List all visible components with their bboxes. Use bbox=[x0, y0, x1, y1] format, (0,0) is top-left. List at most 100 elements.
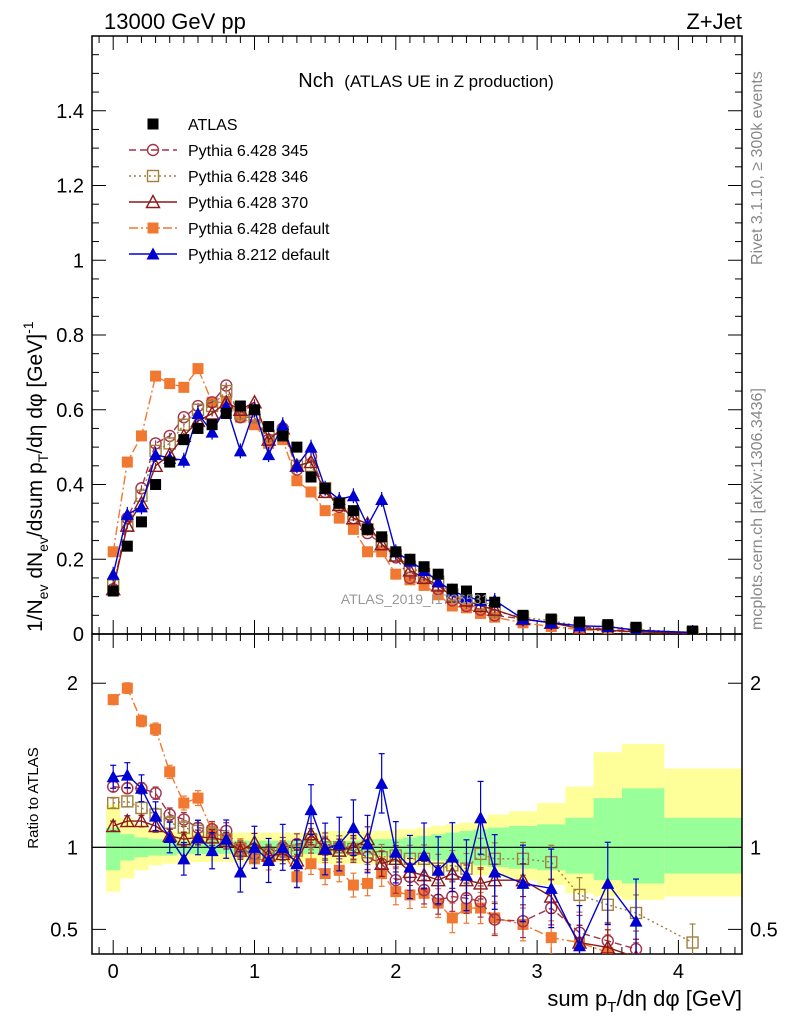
ratio-point bbox=[177, 852, 191, 865]
data-point bbox=[249, 419, 260, 431]
data-point bbox=[120, 507, 134, 520]
header-left: 13000 GeV pp bbox=[104, 9, 246, 34]
data-point bbox=[304, 440, 318, 453]
legend-label: ATLAS bbox=[188, 117, 238, 134]
band-stat-32 bbox=[621, 788, 665, 884]
ratio-point bbox=[248, 840, 261, 853]
ratio-point bbox=[147, 818, 164, 833]
ratio-point bbox=[149, 809, 163, 822]
data-point bbox=[333, 512, 345, 524]
ratio-tick-label-right: 2 bbox=[750, 673, 761, 695]
data-point bbox=[150, 479, 162, 490]
data-point bbox=[106, 567, 120, 580]
data-point bbox=[260, 431, 277, 446]
data-point bbox=[263, 421, 275, 433]
ratio-point bbox=[107, 694, 119, 706]
data-point bbox=[121, 540, 133, 552]
data-point bbox=[362, 523, 374, 535]
data-point bbox=[319, 505, 331, 517]
band-stat-0 bbox=[106, 827, 121, 871]
ratio-point bbox=[318, 842, 332, 855]
ratio-point bbox=[305, 858, 317, 870]
y-tick-label-main: 0.8 bbox=[56, 325, 84, 347]
legend-label: Pythia 6.428 370 bbox=[188, 195, 308, 212]
data-point bbox=[205, 425, 219, 438]
y-tick-label-main: 1.4 bbox=[56, 101, 84, 123]
data-point bbox=[204, 405, 220, 420]
ratio-point bbox=[150, 723, 162, 735]
ratio-point bbox=[573, 888, 586, 902]
data-point bbox=[545, 613, 557, 625]
data-point bbox=[390, 546, 402, 558]
data-point bbox=[345, 510, 362, 525]
data-point bbox=[418, 561, 430, 573]
data-point bbox=[418, 579, 430, 591]
data-point bbox=[376, 546, 388, 558]
data-point bbox=[262, 448, 276, 461]
data-point bbox=[164, 378, 176, 390]
ratio-point bbox=[488, 913, 501, 926]
data-point bbox=[489, 596, 501, 608]
data-point bbox=[460, 585, 472, 597]
y-tick-label-main: 0 bbox=[73, 624, 84, 646]
ratio-point bbox=[362, 877, 374, 889]
legend: ATLAS Pythia 6.428 345 Pythia 6.428 346 Pyt… bbox=[129, 117, 330, 264]
data-point bbox=[191, 406, 205, 419]
band-stat-33 bbox=[664, 817, 742, 874]
ratio-point bbox=[629, 914, 643, 927]
data-point bbox=[475, 607, 487, 619]
data-point bbox=[362, 546, 374, 558]
series-ratio-5 bbox=[106, 753, 643, 954]
y-tick-label-main: 1.2 bbox=[56, 176, 84, 198]
analysis-watermark: ATLAS_2019_I1736531 bbox=[341, 591, 490, 607]
ratio-point bbox=[686, 936, 699, 949]
data-point bbox=[687, 625, 699, 634]
data-point bbox=[277, 430, 289, 442]
series-main-0 bbox=[107, 400, 699, 634]
ratio-point bbox=[417, 849, 431, 862]
data-point bbox=[376, 531, 388, 543]
ratio-point bbox=[459, 868, 473, 881]
y-tick-label-main: 0.2 bbox=[56, 549, 84, 571]
ratio-tick-label-right: 0.5 bbox=[750, 919, 778, 941]
ratio-point bbox=[120, 768, 134, 781]
ratio-point bbox=[304, 803, 318, 816]
legend-entry-2: Pythia 6.428 346 bbox=[129, 169, 308, 186]
ratio-point bbox=[191, 830, 205, 843]
legend-entry-3: Pythia 6.428 370 bbox=[129, 194, 308, 212]
data-point bbox=[263, 437, 275, 449]
ratio-point bbox=[219, 832, 233, 845]
legend-marker bbox=[146, 143, 160, 157]
data-point bbox=[149, 448, 163, 461]
data-point bbox=[134, 500, 148, 513]
data-point bbox=[192, 422, 204, 434]
legend-marker bbox=[147, 222, 159, 234]
y-axis-label-ratio: Ratio to ATLAS bbox=[25, 747, 42, 848]
data-point bbox=[276, 418, 290, 431]
ratio-point bbox=[573, 939, 586, 952]
ratio-point bbox=[149, 786, 162, 800]
data-point bbox=[475, 592, 487, 604]
data-point bbox=[291, 441, 303, 453]
data-point bbox=[303, 454, 319, 469]
legend-marker bbox=[145, 194, 161, 209]
data-point bbox=[390, 568, 402, 580]
x-tick-label: 1 bbox=[249, 961, 260, 983]
ratio-point bbox=[135, 715, 147, 727]
ratio-point bbox=[105, 818, 121, 833]
data-point bbox=[135, 430, 147, 442]
ratio-tick-label-left: 1 bbox=[67, 837, 78, 859]
plot-title: Nch (ATLAS UE in Z production) bbox=[298, 70, 553, 92]
ratio-point bbox=[303, 826, 319, 841]
data-point bbox=[220, 407, 232, 419]
data-point bbox=[234, 400, 246, 412]
ratio-point bbox=[361, 837, 375, 850]
ratio-point bbox=[192, 792, 204, 804]
series-line-main bbox=[112, 404, 693, 634]
side-text-mcplots: mcplots.cern.ch [arXiv:1306.3436] bbox=[749, 388, 766, 630]
ratio-point bbox=[488, 865, 502, 878]
x-tick-label: 4 bbox=[673, 961, 684, 983]
ratio-point bbox=[205, 844, 219, 857]
legend-label: Pythia 6.428 346 bbox=[188, 169, 308, 186]
data-point bbox=[319, 482, 331, 494]
